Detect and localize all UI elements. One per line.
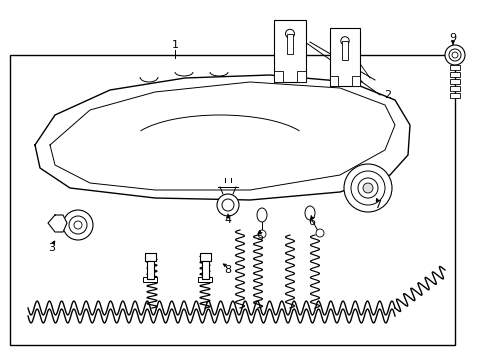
Text: 8: 8 <box>224 265 231 275</box>
Text: 2: 2 <box>384 90 391 100</box>
Ellipse shape <box>305 206 314 220</box>
Text: 7: 7 <box>374 200 381 210</box>
Bar <box>351 76 359 86</box>
Bar <box>287 34 292 54</box>
Bar <box>449 86 459 91</box>
Circle shape <box>258 230 265 238</box>
Bar <box>329 28 359 86</box>
Circle shape <box>343 164 391 212</box>
Bar <box>273 71 283 82</box>
Bar <box>273 20 305 82</box>
Circle shape <box>315 229 324 237</box>
Text: 5: 5 <box>256 232 263 242</box>
Bar <box>449 93 459 98</box>
Circle shape <box>217 194 239 216</box>
Circle shape <box>451 52 457 58</box>
Bar <box>201 261 208 279</box>
Bar <box>142 277 157 282</box>
Bar <box>144 253 155 261</box>
Text: 9: 9 <box>448 33 456 43</box>
Text: 6: 6 <box>308 217 315 227</box>
Circle shape <box>340 37 348 45</box>
Circle shape <box>222 199 234 211</box>
Circle shape <box>444 45 464 65</box>
Text: 1: 1 <box>171 40 178 50</box>
Bar <box>10 55 454 345</box>
Bar <box>449 65 459 70</box>
Circle shape <box>448 49 460 61</box>
Bar <box>449 72 459 77</box>
Text: 3: 3 <box>48 243 55 253</box>
Bar <box>199 253 210 261</box>
Circle shape <box>69 216 87 234</box>
Bar <box>449 79 459 84</box>
Circle shape <box>357 178 377 198</box>
Bar <box>296 71 305 82</box>
Circle shape <box>285 29 294 38</box>
Bar <box>342 41 347 60</box>
Text: 4: 4 <box>224 215 231 225</box>
Circle shape <box>63 210 93 240</box>
Circle shape <box>74 221 82 229</box>
Bar <box>146 261 153 279</box>
Polygon shape <box>48 215 67 232</box>
Bar <box>198 277 212 282</box>
Polygon shape <box>35 75 409 200</box>
Ellipse shape <box>257 208 266 222</box>
Bar <box>329 76 338 86</box>
Circle shape <box>362 183 372 193</box>
Circle shape <box>350 171 384 205</box>
